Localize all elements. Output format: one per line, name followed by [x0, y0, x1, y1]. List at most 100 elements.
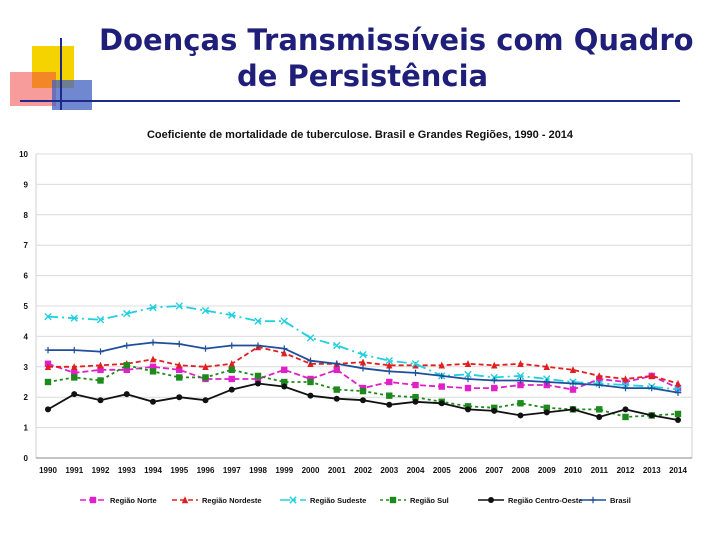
data-point: [149, 368, 157, 375]
data-point: [596, 381, 603, 389]
data-point: [44, 346, 52, 354]
data-point: [201, 306, 210, 315]
x-tick-label: 2007: [485, 466, 503, 475]
data-point: [333, 366, 340, 374]
data-point: [149, 303, 157, 312]
data-point: [622, 406, 629, 413]
data-point: [517, 400, 524, 407]
data-point: [386, 368, 393, 375]
data-point: [333, 386, 340, 393]
data-point: [465, 406, 471, 413]
data-point: [71, 391, 78, 398]
data-point: [622, 384, 629, 392]
data-point: [389, 496, 397, 504]
x-tick-label: 1998: [249, 466, 267, 475]
data-point: [228, 366, 235, 374]
data-point: [228, 386, 235, 393]
data-point: [543, 404, 550, 412]
data-point: [307, 378, 314, 386]
y-tick-label: 1: [24, 424, 29, 433]
data-point: [438, 383, 445, 390]
x-tick-label: 2006: [459, 466, 477, 475]
data-point: [289, 496, 297, 504]
x-tick-label: 2005: [433, 466, 451, 475]
data-point: [648, 384, 655, 392]
data-point: [543, 409, 550, 416]
data-point: [176, 374, 183, 381]
slide-title-line1: Doenças Transmissíveis com Quadro: [99, 23, 694, 57]
data-point: [386, 401, 393, 408]
data-point: [70, 314, 78, 322]
data-point: [89, 496, 97, 504]
data-point: [280, 317, 288, 325]
data-point: [181, 496, 189, 504]
data-point: [176, 361, 183, 369]
data-point: [674, 389, 682, 396]
data-point: [202, 363, 209, 370]
data-point: [674, 384, 682, 392]
data-point: [123, 362, 130, 369]
data-point: [359, 358, 367, 366]
legend-label: Região Centro-Oeste: [508, 496, 583, 505]
y-tick-label: 10: [19, 150, 28, 159]
data-point: [569, 366, 577, 374]
data-point: [412, 394, 419, 401]
data-point: [411, 360, 420, 368]
data-point: [97, 348, 104, 355]
data-point: [149, 339, 157, 346]
x-tick-label: 2008: [512, 466, 530, 475]
data-point: [307, 392, 314, 399]
data-point: [438, 361, 445, 369]
data-point: [491, 377, 498, 384]
data-point: [412, 381, 419, 389]
data-point: [150, 398, 156, 405]
data-point: [491, 384, 498, 392]
x-tick-label: 1994: [144, 466, 162, 475]
data-point: [44, 312, 52, 321]
data-point: [97, 366, 104, 374]
data-point: [491, 407, 498, 414]
data-point: [281, 378, 288, 386]
data-point: [333, 395, 340, 402]
data-point: [359, 350, 367, 359]
data-point: [412, 361, 419, 369]
data-point: [412, 369, 419, 377]
data-point: [491, 404, 498, 412]
data-point: [648, 372, 655, 380]
data-point: [674, 410, 682, 418]
data-point: [464, 384, 472, 392]
data-point: [97, 361, 104, 369]
slide-title: Doenças Transmissíveis com Quadro de Per…: [95, 22, 695, 94]
data-point: [255, 380, 261, 387]
data-point: [97, 397, 104, 404]
data-point: [202, 345, 209, 352]
y-tick-label: 6: [24, 272, 29, 281]
data-point: [176, 394, 183, 401]
data-point: [543, 378, 550, 386]
deco-vertical-line: [60, 38, 62, 110]
data-point: [596, 406, 603, 413]
y-tick-label: 0: [24, 454, 29, 463]
data-point: [44, 363, 52, 370]
data-point: [97, 377, 104, 384]
y-tick-label: 3: [24, 363, 29, 372]
data-point: [359, 387, 367, 395]
data-point: [254, 317, 262, 325]
data-point: [123, 366, 130, 374]
data-point: [569, 380, 577, 387]
data-point: [44, 378, 52, 386]
legend-label: Região Norte: [110, 496, 157, 505]
data-point: [596, 413, 603, 420]
data-point: [228, 311, 236, 319]
x-tick-label: 2010: [564, 466, 582, 475]
data-point: [516, 372, 525, 380]
data-point: [464, 375, 472, 383]
data-point: [570, 406, 576, 413]
data-point: [517, 381, 524, 389]
x-tick-label: 2009: [538, 466, 556, 475]
data-point: [438, 400, 445, 407]
data-point: [675, 417, 681, 423]
chart-title: Coeficiente de mortalidade de tuberculos…: [146, 129, 574, 141]
data-point: [149, 363, 157, 370]
